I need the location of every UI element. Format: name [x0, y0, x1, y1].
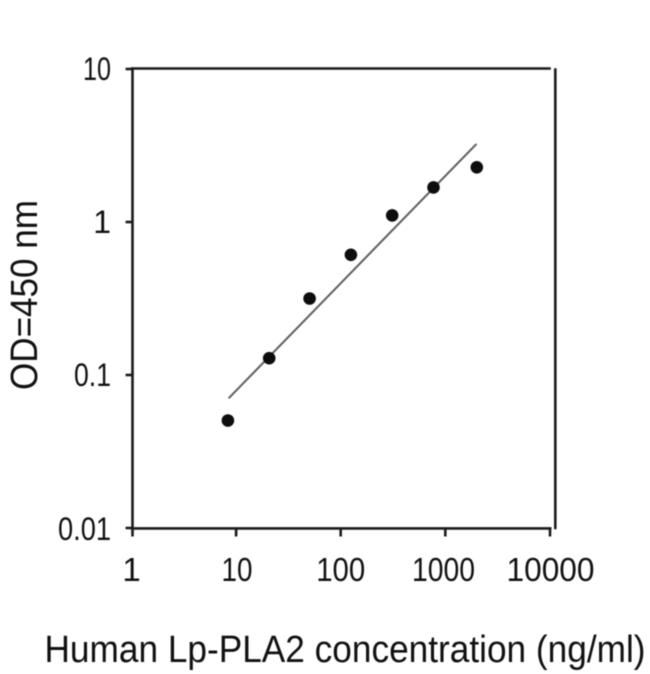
svg-text:Human Lp-PLA2 concentration (n: Human Lp-PLA2 concentration (ng/ml) — [45, 629, 646, 671]
svg-text:1: 1 — [122, 551, 140, 588]
svg-text:1: 1 — [93, 204, 111, 240]
svg-text:10000: 10000 — [507, 551, 595, 588]
svg-text:0.01: 0.01 — [58, 511, 111, 547]
svg-text:10: 10 — [83, 51, 111, 87]
svg-text:OD=450 nm: OD=450 nm — [4, 200, 46, 390]
svg-text:1000: 1000 — [412, 551, 475, 588]
svg-text:10: 10 — [222, 551, 253, 588]
svg-text:0.1: 0.1 — [74, 357, 111, 393]
svg-text:100: 100 — [316, 551, 365, 588]
